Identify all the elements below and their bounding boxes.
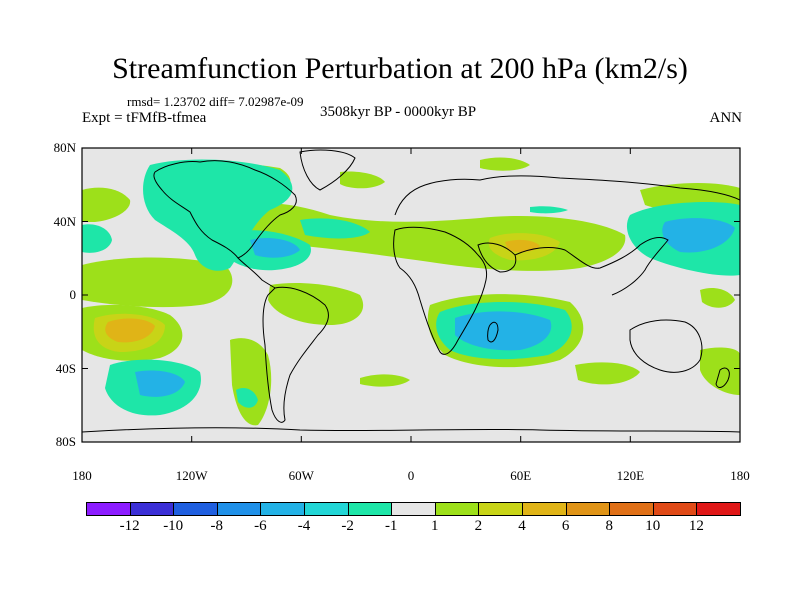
coast-arabia (477, 242, 517, 273)
contour-fields (82, 157, 740, 426)
anomaly-n-atlantic-small (530, 206, 568, 214)
colorbar-label: -2 (341, 518, 354, 534)
anomaly-w-tropics (82, 257, 233, 308)
lon-label-60e: 60E (510, 468, 532, 483)
coast-greenland (299, 149, 356, 191)
axis-ticks (81, 147, 741, 443)
colorbar-label: -6 (254, 518, 267, 534)
continent-outlines (82, 149, 740, 433)
colorbar-label: -4 (297, 518, 311, 534)
colorbar-swatch (216, 502, 262, 516)
coast-africa (393, 226, 488, 355)
season-label: ANN (709, 110, 743, 126)
coast-madagascar (487, 321, 499, 343)
colorbar-label: 4 (518, 518, 526, 534)
anomaly-nw-atlantic-neg (300, 218, 370, 239)
lat-label-80s: 80S (55, 434, 76, 449)
colorbar-swatch (696, 502, 741, 516)
lat-label-40s: 40S (55, 361, 76, 376)
anomaly-north-america (143, 159, 293, 271)
colorbar-swatch (173, 502, 218, 516)
anomaly-s-pacific-core (135, 370, 185, 397)
lon-label-60w: 60W (288, 468, 314, 483)
anomaly-s-indian (575, 362, 640, 385)
coast-antarctica (82, 427, 740, 433)
anomaly-nw-pacific-core (662, 218, 735, 253)
coast-south-america (262, 286, 329, 423)
coast-europe (394, 175, 740, 216)
colorbar-swatch (434, 502, 480, 516)
lon-label-120e: 120E (616, 468, 645, 483)
anomaly-s-ocean-strip (360, 374, 410, 387)
colorbar-label: 6 (561, 518, 570, 534)
period-label: 3508kyr BP - 0000kyr BP (320, 104, 477, 120)
coast-central-america (237, 257, 276, 289)
colorbar-label: 8 (605, 518, 613, 534)
lat-label-40n: 40N (53, 214, 76, 229)
anomaly-s-atlantic (268, 283, 364, 325)
coast-new-zealand (715, 367, 730, 388)
lon-label-180e: 180 (730, 468, 750, 483)
colorbar-label: -1 (384, 518, 398, 534)
coast-australia (629, 319, 703, 373)
anomaly-indian-core (455, 311, 552, 351)
lon-label-120w: 120W (175, 468, 208, 483)
anomaly-caribbean-core (250, 238, 300, 258)
colorbar-swatch (478, 502, 523, 516)
colorbar-label: 10 (645, 518, 661, 534)
anomaly-n-pacific-west (82, 187, 131, 222)
stats-text: rmsd= 1.23702 diff= 7.02987e-09 (127, 94, 304, 109)
coast-north-america (153, 160, 297, 259)
colorbar-swatch (565, 502, 611, 516)
colorbar-label: 12 (688, 518, 704, 534)
colorbar-swatch (129, 502, 175, 516)
lat-label-80n: 80N (53, 140, 76, 155)
anomaly-se-pacific-peak (105, 318, 155, 343)
coast-asia (514, 237, 669, 296)
plot-title: Streamfunction Perturbation at 200 hPa (… (112, 52, 688, 85)
experiment-label: Expt = tFMfB-tfmea (82, 110, 207, 126)
colorbar-label: -12 (119, 518, 140, 534)
colorbar-swatch (522, 502, 567, 516)
anomaly-ne-pacific (82, 224, 112, 253)
colorbar-swatch (347, 502, 393, 516)
colorbar-swatch (609, 502, 654, 516)
lon-label-0: 0 (407, 468, 415, 483)
anomaly-nh-north (480, 157, 530, 171)
anomaly-s-atlantic-neg (236, 388, 258, 408)
anomaly-arctic-europe (340, 171, 385, 189)
colorbar-label: -10 (163, 518, 184, 534)
lon-label-180w: 180 (72, 468, 92, 483)
colorbar-swatch (391, 502, 436, 516)
colorbar-label: -8 (210, 518, 224, 534)
colorbar-swatch (304, 502, 349, 516)
colorbar-swatch (652, 502, 698, 516)
anomaly-w-pacific-south (700, 288, 735, 308)
colorbar-swatch (260, 502, 305, 516)
colorbar-label: 1 (431, 518, 439, 534)
colorbar-swatch (86, 502, 131, 516)
colorbar-label: 2 (474, 518, 483, 534)
lat-label-0: 0 (69, 287, 77, 302)
